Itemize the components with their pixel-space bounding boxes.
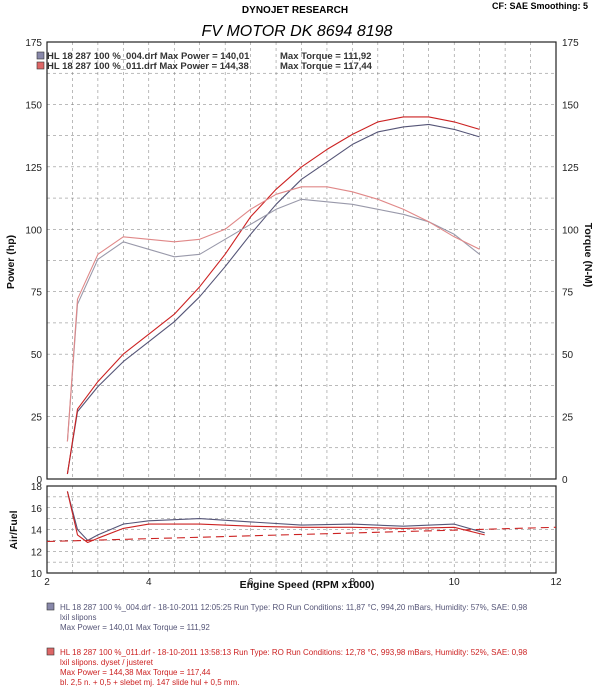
y2-tick-label: 150: [562, 100, 579, 111]
afr-tick-labels: 10 12 14 16 18: [31, 482, 43, 580]
main-plot-frame: [46, 41, 557, 480]
series-torque-line: [66, 186, 480, 442]
series-power-line: [66, 123, 480, 475]
legend-label-004: HL 18 287 100 %_004.drf Max Power = 140,…: [47, 51, 250, 62]
y-tick-label: 175: [25, 38, 42, 49]
x-tick-labels: 2 4 6 8 10 12: [44, 577, 562, 588]
main-series-group: [66, 116, 480, 475]
afr-y-tick-label: 18: [31, 482, 43, 493]
run-info-004-line1: HL 18 287 100 %_004.drf - 18-10-2011 12:…: [60, 603, 528, 612]
afr-grid: [47, 486, 556, 573]
afr-y-tick-label: 12: [31, 547, 43, 558]
afr-series-line: [66, 491, 485, 544]
y2-tick-label: 50: [562, 350, 574, 361]
settings-label: CF: SAE Smoothing: 5: [492, 1, 588, 11]
y-tick-label: 125: [25, 163, 42, 174]
legend-swatch-011: [36, 61, 45, 70]
y2-tick-label: 125: [562, 163, 579, 174]
afr-y-tick-label: 14: [31, 526, 43, 537]
legend-torque-004: Max Torque = 111,92: [280, 51, 371, 62]
legend-swatch-004: [36, 51, 45, 60]
run-info-011-line1: HL 18 287 100 %_011.drf - 18-10-2011 13:…: [60, 648, 528, 657]
x-tick-label: 4: [146, 577, 152, 588]
page-subtitle: FV MOTOR DK 8694 8198: [202, 23, 393, 40]
y2-tick-label: 75: [562, 288, 574, 299]
x-axis-label: Engine Speed (RPM x1000): [240, 579, 375, 591]
x-tick-label: 8: [350, 577, 356, 588]
brand-title: DYNOJET RESEARCH: [242, 5, 348, 16]
run-info-011-line3: Max Power = 144,38 Max Torque = 117,44: [60, 668, 211, 677]
afr-y-tick-label: 10: [31, 569, 43, 580]
x-tick-label: 6: [248, 577, 254, 588]
y-tick-label: 150: [25, 100, 42, 111]
afr-y-axis-label: Air/Fuel: [8, 510, 20, 549]
y2-tick-label: 25: [562, 413, 574, 424]
series-torque-line: [66, 198, 480, 442]
afr-plot-frame: [46, 485, 557, 574]
y2-axis-label-torque: Torque (N-M): [582, 223, 594, 288]
run-info-004-line3: Max Power = 140,01 Max Torque = 111,92: [60, 623, 210, 632]
afr-y-tick-label: 16: [31, 504, 43, 515]
run-info-011-line2: lxil slipons. dyset / justeret: [60, 658, 154, 667]
x-tick-label: 12: [550, 577, 562, 588]
y-tick-label: 100: [25, 225, 42, 236]
run-info-swatch-011: [46, 647, 55, 656]
y-axis-label-power: Power (hp): [5, 235, 17, 289]
y2-tick-label: 0: [562, 475, 568, 486]
run-info-004-line2: lxil slipons: [60, 613, 96, 622]
afr-series-group: [46, 491, 557, 544]
y-tick-label: 25: [31, 413, 43, 424]
y-tick-label: 50: [31, 350, 43, 361]
y-tick-label: 0: [36, 475, 42, 486]
x-tick-label: 2: [44, 577, 50, 588]
x-tick-label: 10: [449, 577, 461, 588]
y2-tick-label: 175: [562, 38, 579, 49]
legend-label-011: HL 18 287 100 %_011.drf Max Power = 144,…: [47, 61, 249, 72]
legend-torque-011: Max Torque = 117,44: [280, 61, 373, 72]
main-grid: [47, 42, 556, 479]
y2-tick-label: 100: [562, 225, 579, 236]
series-power-line: [66, 116, 480, 475]
run-info-swatch-004: [46, 602, 55, 611]
afr-series-line: [46, 526, 557, 543]
main-tick-labels: 0 25 50 75 100 125 150 175 0 25 50 75 100 125 150 175: [25, 38, 579, 486]
y-tick-label: 75: [31, 288, 43, 299]
run-info-011-line4: bl. 2,5 n. + 0,5 + slebet mj. 147 slide …: [60, 678, 239, 687]
